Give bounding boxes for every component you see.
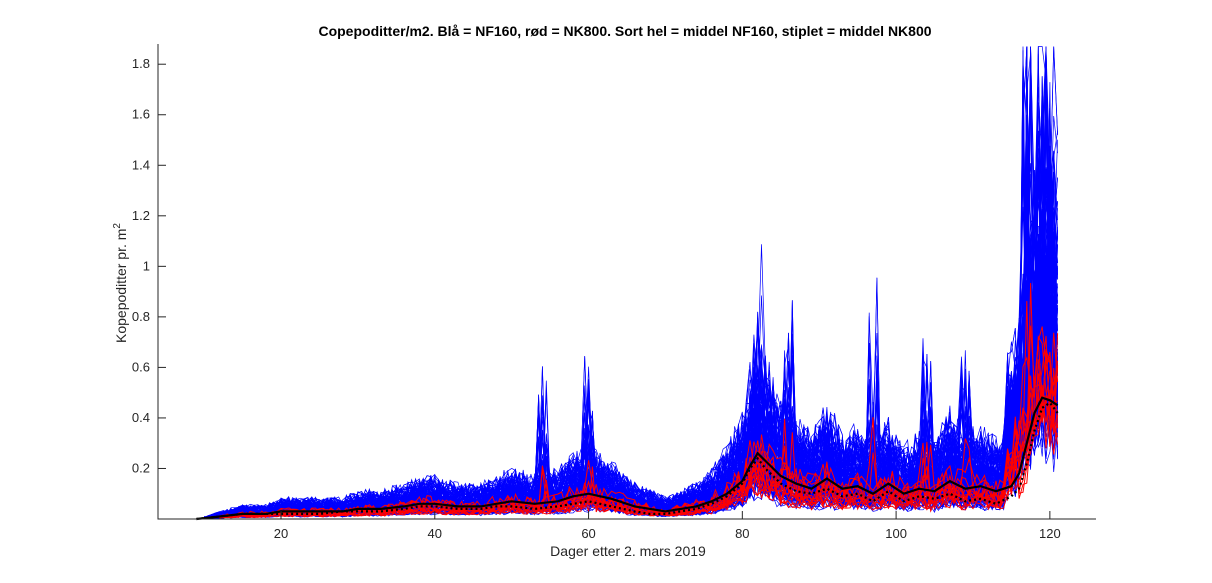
nf160-member-line [203, 182, 1058, 518]
svg-text:Kopepoditter pr. m2: Kopepoditter pr. m2 [112, 223, 129, 343]
y-tick-label: 0.8 [132, 309, 150, 324]
y-tick-label: 1.8 [132, 56, 150, 71]
x-tick-label: 60 [581, 526, 595, 541]
y-axis-label-superscript: 2 [112, 223, 123, 229]
x-axis-ticks: 20 40 60 80 100 120 [274, 511, 1061, 541]
x-axis-label: Dager etter 2. mars 2019 [550, 543, 706, 559]
mean-lines [196, 396, 1059, 521]
nf160-ensemble-lines [203, 46, 1058, 520]
x-tick-label: 80 [735, 526, 749, 541]
y-tick-label: 0.4 [132, 410, 150, 425]
y-axis-label: Kopepoditter pr. m2 [112, 223, 129, 343]
nf160-member-line [204, 46, 1058, 518]
x-tick-label: 100 [885, 526, 907, 541]
nf160-member-line [204, 233, 1058, 519]
axis-frame [157, 44, 1096, 520]
mean-nk800-line [196, 401, 1059, 521]
y-axis-ticks: 0.2 0.4 0.6 0.8 1 1.2 1.4 1.6 1.8 [132, 56, 166, 475]
y-tick-label: 1.4 [132, 157, 150, 172]
y-tick-label: 0.6 [132, 359, 150, 374]
axes [157, 44, 1096, 520]
y-tick-label: 1.6 [132, 107, 150, 122]
y-tick-label: 1.2 [132, 208, 150, 223]
x-tick-label: 120 [1039, 526, 1061, 541]
chart-title: Copepoditter/m2. Blå = NF160, rød = NK80… [318, 23, 931, 39]
plot-area [196, 46, 1059, 521]
x-tick-label: 40 [428, 526, 442, 541]
nf160-member-line [204, 46, 1058, 519]
x-tick-label: 20 [274, 526, 288, 541]
nf160-member-line [204, 151, 1058, 519]
y-tick-label: 1 [143, 258, 150, 273]
y-tick-label: 0.2 [132, 460, 150, 475]
mean-nf160-line [196, 396, 1059, 521]
y-axis-label-main: Kopepoditter pr. m [113, 229, 129, 343]
